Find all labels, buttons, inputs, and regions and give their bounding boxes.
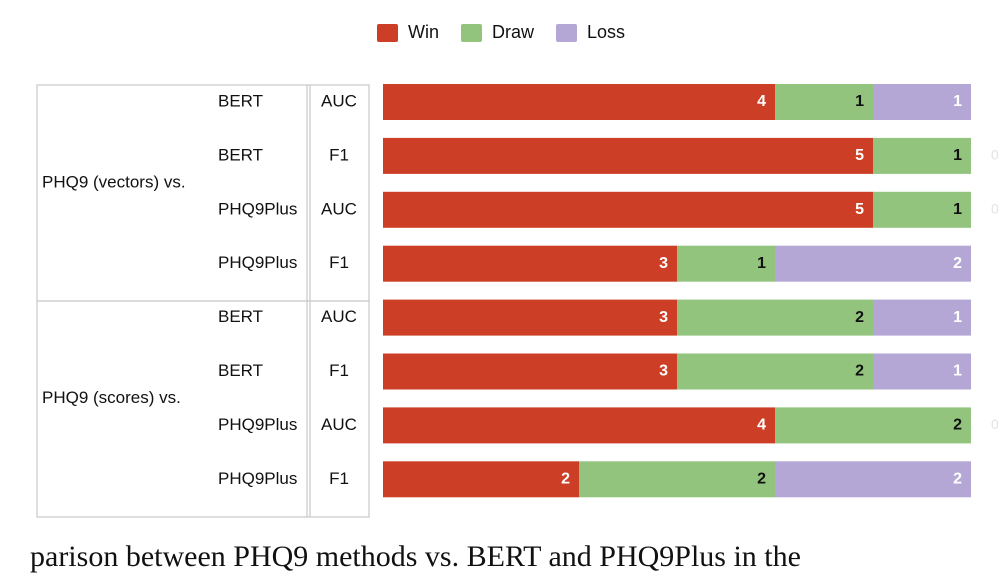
bar-label-draw: 2 bbox=[855, 363, 864, 380]
bar-label-win: 4 bbox=[757, 417, 766, 434]
row-model-label: PHQ9Plus bbox=[218, 253, 297, 272]
bar-label-loss-zero: 0 bbox=[991, 416, 999, 432]
legend: Win Draw Loss bbox=[0, 22, 1002, 43]
bar-loss bbox=[873, 299, 971, 336]
bar-win bbox=[383, 461, 579, 498]
bar-label-loss: 1 bbox=[953, 93, 962, 110]
bar-draw bbox=[873, 137, 971, 174]
bar-label-win: 4 bbox=[757, 93, 766, 110]
group-label: PHQ9 (vectors) vs. bbox=[42, 172, 186, 191]
bar-win bbox=[383, 84, 775, 120]
legend-item-win[interactable]: Win bbox=[376, 22, 439, 43]
bar-win bbox=[383, 407, 775, 444]
row-model-label: BERT bbox=[218, 91, 263, 110]
bar-label-draw: 1 bbox=[953, 147, 962, 164]
win-swatch bbox=[376, 23, 398, 42]
row-model-label: BERT bbox=[218, 361, 263, 380]
bar-label-loss: 2 bbox=[953, 471, 962, 488]
legend-label-win: Win bbox=[407, 22, 439, 42]
row-metric-label: AUC bbox=[321, 415, 357, 434]
row-metric-label: F1 bbox=[329, 145, 349, 164]
legend-label-loss: Loss bbox=[586, 22, 626, 42]
bar-win bbox=[383, 137, 873, 174]
row-metric-label: AUC bbox=[321, 91, 357, 110]
bar-label-loss-zero: 0 bbox=[991, 147, 999, 163]
bar-label-draw: 1 bbox=[757, 255, 766, 272]
bar-label-loss: 2 bbox=[953, 255, 962, 272]
bar-label-win: 3 bbox=[659, 309, 668, 326]
row-model-label: BERT bbox=[218, 145, 263, 164]
legend-item-draw[interactable]: Draw bbox=[460, 22, 534, 43]
bar-label-win: 5 bbox=[855, 147, 864, 164]
bar-draw bbox=[677, 245, 775, 282]
bar-label-loss-zero: 0 bbox=[991, 201, 999, 217]
bar-label-draw: 2 bbox=[757, 471, 766, 488]
row-metric-label: AUC bbox=[321, 307, 357, 326]
bar-win bbox=[383, 245, 677, 282]
bar-win bbox=[383, 299, 677, 336]
draw-swatch bbox=[460, 23, 482, 42]
stacked-bar-chart: BERT AUC 4 1 1 BERT F1 5 1 0 PHQ9Plus AUC 5 1 0 PHQ9Plu… bbox=[36, 84, 999, 518]
bar-draw bbox=[873, 191, 971, 228]
bar-label-draw: 2 bbox=[953, 417, 962, 434]
row-model-label: PHQ9Plus bbox=[218, 469, 297, 488]
bar-label-loss: 1 bbox=[953, 309, 962, 326]
row-model-label: PHQ9Plus bbox=[218, 199, 297, 218]
row-metric-label: F1 bbox=[329, 469, 349, 488]
bar-label-draw: 1 bbox=[855, 93, 864, 110]
row-model-label: BERT bbox=[218, 307, 263, 326]
bar-loss bbox=[873, 353, 971, 390]
bar-label-win: 5 bbox=[855, 201, 864, 218]
row-metric-label: AUC bbox=[321, 199, 357, 218]
group-label: PHQ9 (scores) vs. bbox=[42, 388, 181, 407]
caption-fragment: parison between PHQ9 methods vs. BERT an… bbox=[30, 540, 801, 573]
bar-label-draw: 1 bbox=[953, 201, 962, 218]
bar-label-win: 3 bbox=[659, 255, 668, 272]
bar-label-draw: 2 bbox=[855, 309, 864, 326]
legend-label-draw: Draw bbox=[491, 22, 534, 42]
row-metric-label: F1 bbox=[329, 361, 349, 380]
bar-loss bbox=[775, 245, 971, 282]
bar-win bbox=[383, 353, 677, 390]
bar-label-win: 3 bbox=[659, 363, 668, 380]
bar-draw bbox=[677, 299, 873, 336]
bar-label-win: 2 bbox=[561, 471, 570, 488]
bar-win bbox=[383, 191, 873, 228]
loss-swatch bbox=[555, 23, 577, 42]
row-model-label: PHQ9Plus bbox=[218, 415, 297, 434]
bar-draw bbox=[775, 407, 971, 444]
bar-loss bbox=[873, 84, 971, 120]
row-metric-label: F1 bbox=[329, 253, 349, 272]
bar-draw bbox=[579, 461, 775, 498]
legend-item-loss[interactable]: Loss bbox=[555, 22, 626, 43]
bar-label-loss: 1 bbox=[953, 363, 962, 380]
bar-loss bbox=[775, 461, 971, 498]
bar-draw bbox=[775, 84, 873, 120]
bar-draw bbox=[677, 353, 873, 390]
